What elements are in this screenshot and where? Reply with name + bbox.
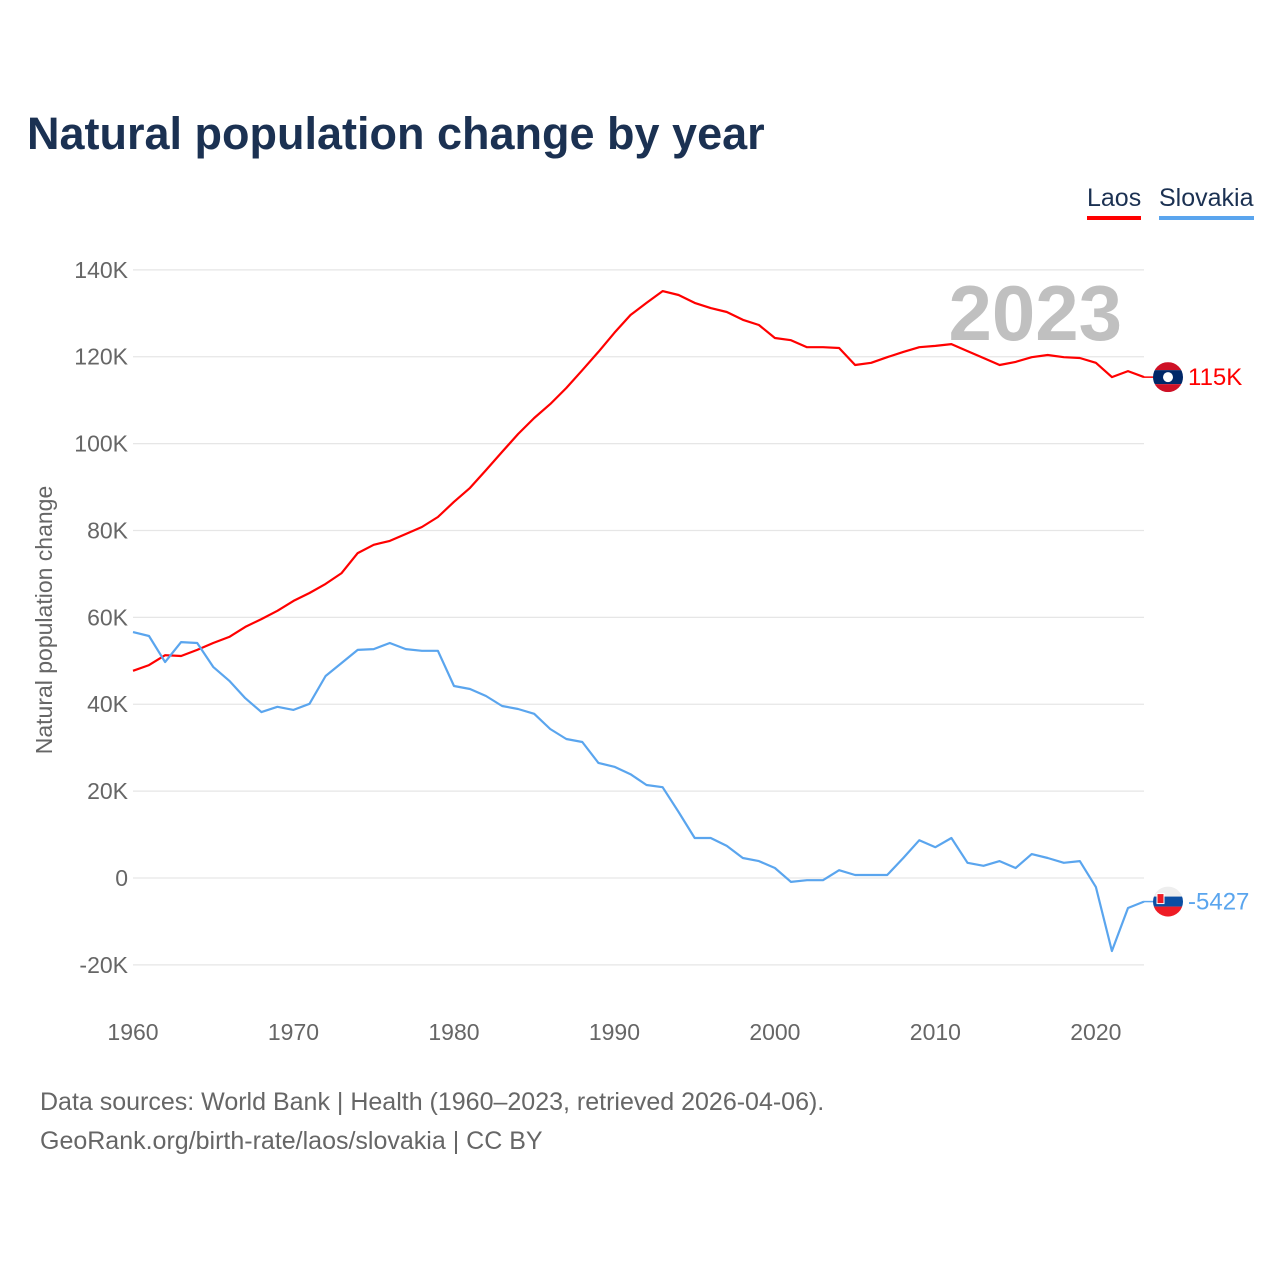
x-tick-label: 1970 xyxy=(268,1019,319,1045)
y-tick-label: 120K xyxy=(74,344,128,370)
y-tick-label: 0 xyxy=(115,865,128,891)
flag-icon-laos xyxy=(1153,362,1183,393)
flag-icon-slovakia xyxy=(1153,886,1183,917)
y-axis-label: Natural population change xyxy=(31,486,57,755)
legend-item-slovakia[interactable]: Slovakia xyxy=(1159,184,1254,220)
x-tick-label: 1980 xyxy=(428,1019,479,1045)
x-tick-label: 2020 xyxy=(1070,1019,1121,1045)
y-tick-label: -20K xyxy=(79,952,128,978)
x-tick-label: 2010 xyxy=(910,1019,961,1045)
y-tick-label: 40K xyxy=(87,691,129,717)
y-tick-label: 60K xyxy=(87,604,129,630)
chart-title: Natural population change by year xyxy=(27,108,765,159)
legend-item-laos[interactable]: Laos xyxy=(1087,184,1142,220)
x-tick-label: 2000 xyxy=(749,1019,800,1045)
y-tick-label: 140K xyxy=(74,257,128,283)
y-tick-label: 20K xyxy=(87,778,129,804)
end-value-label-slovakia: -5427 xyxy=(1188,889,1249,916)
x-tick-label: 1990 xyxy=(589,1019,640,1045)
footer-attribution[interactable]: GeoRank.org/birth-rate/laos/slovakia | C… xyxy=(40,1127,543,1155)
series-line-slovakia xyxy=(132,631,1145,953)
footer-sources: Data sources: World Bank | Health (1960–… xyxy=(40,1088,825,1116)
x-tick-label: 1960 xyxy=(107,1019,158,1045)
y-tick-label: 80K xyxy=(87,517,129,543)
year-watermark: 2023 xyxy=(948,269,1122,357)
end-value-label-laos: 115K xyxy=(1188,364,1242,391)
y-tick-label: 100K xyxy=(74,431,128,457)
series-line-laos xyxy=(132,290,1145,672)
